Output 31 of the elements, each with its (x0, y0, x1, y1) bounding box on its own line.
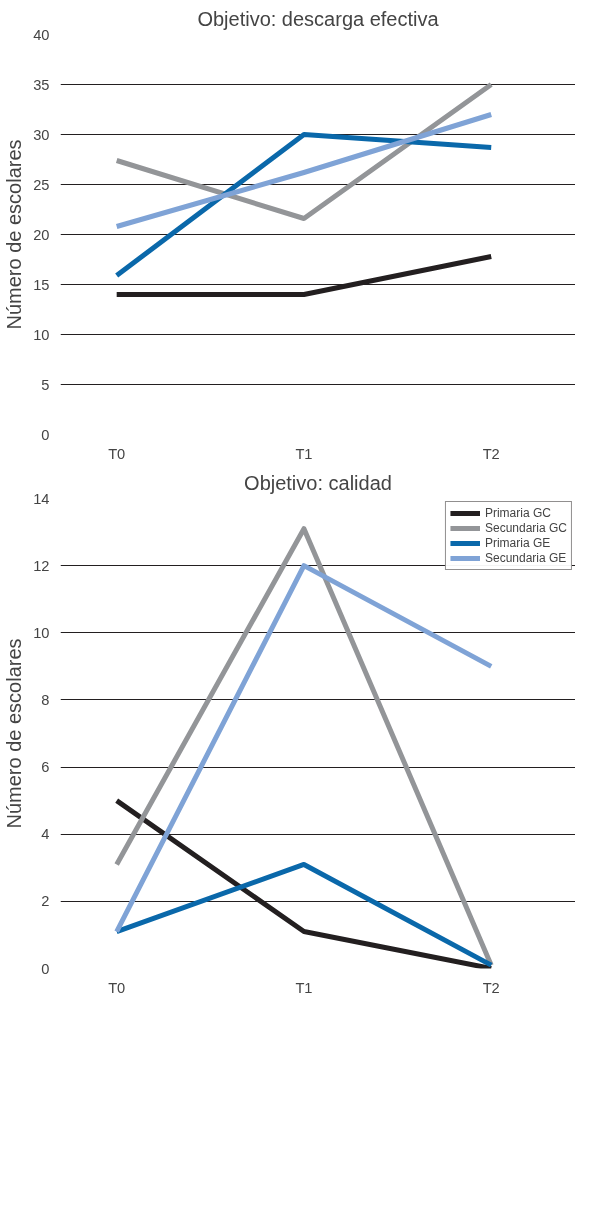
x-tick-label: T0 (108, 445, 126, 462)
x-tick-label: T2 (482, 445, 500, 462)
y-tick-label: 5 (41, 376, 50, 393)
y-tick-label: 12 (33, 557, 50, 574)
y-tick-label: 0 (41, 426, 50, 443)
y-tick-label: 0 (41, 960, 50, 977)
y-tick-label: 35 (33, 76, 50, 93)
legend-label: Secundaria GE (484, 551, 567, 565)
y-tick-label: 30 (33, 126, 50, 143)
chart-title: Objetivo: calidad (244, 471, 392, 494)
y-tick-label: 6 (41, 759, 50, 776)
x-tick-label: T2 (482, 979, 500, 996)
legend-label: Secundaria GC (484, 521, 567, 535)
y-tick-label: 2 (41, 893, 50, 910)
y-tick-label: 15 (33, 276, 50, 293)
y-axis-title: Número de escolares (3, 139, 26, 330)
x-tick-label: T0 (108, 979, 126, 996)
x-tick-label: T1 (295, 445, 313, 462)
y-tick-label: 25 (33, 176, 50, 193)
legend-label: Primaria GE (484, 536, 551, 550)
y-tick-label: 14 (33, 490, 50, 507)
legend-label: Primaria GC (484, 506, 551, 520)
y-tick-label: 10 (33, 624, 50, 641)
y-tick-label: 8 (41, 691, 50, 708)
chart-title: Objetivo: descarga efectiva (197, 7, 440, 30)
y-tick-label: 10 (33, 326, 50, 343)
y-tick-label: 20 (33, 226, 50, 243)
y-tick-label: 40 (33, 26, 50, 43)
y-tick-label: 4 (41, 826, 50, 843)
y-axis-title: Número de escolares (3, 638, 26, 829)
x-tick-label: T1 (295, 979, 313, 996)
